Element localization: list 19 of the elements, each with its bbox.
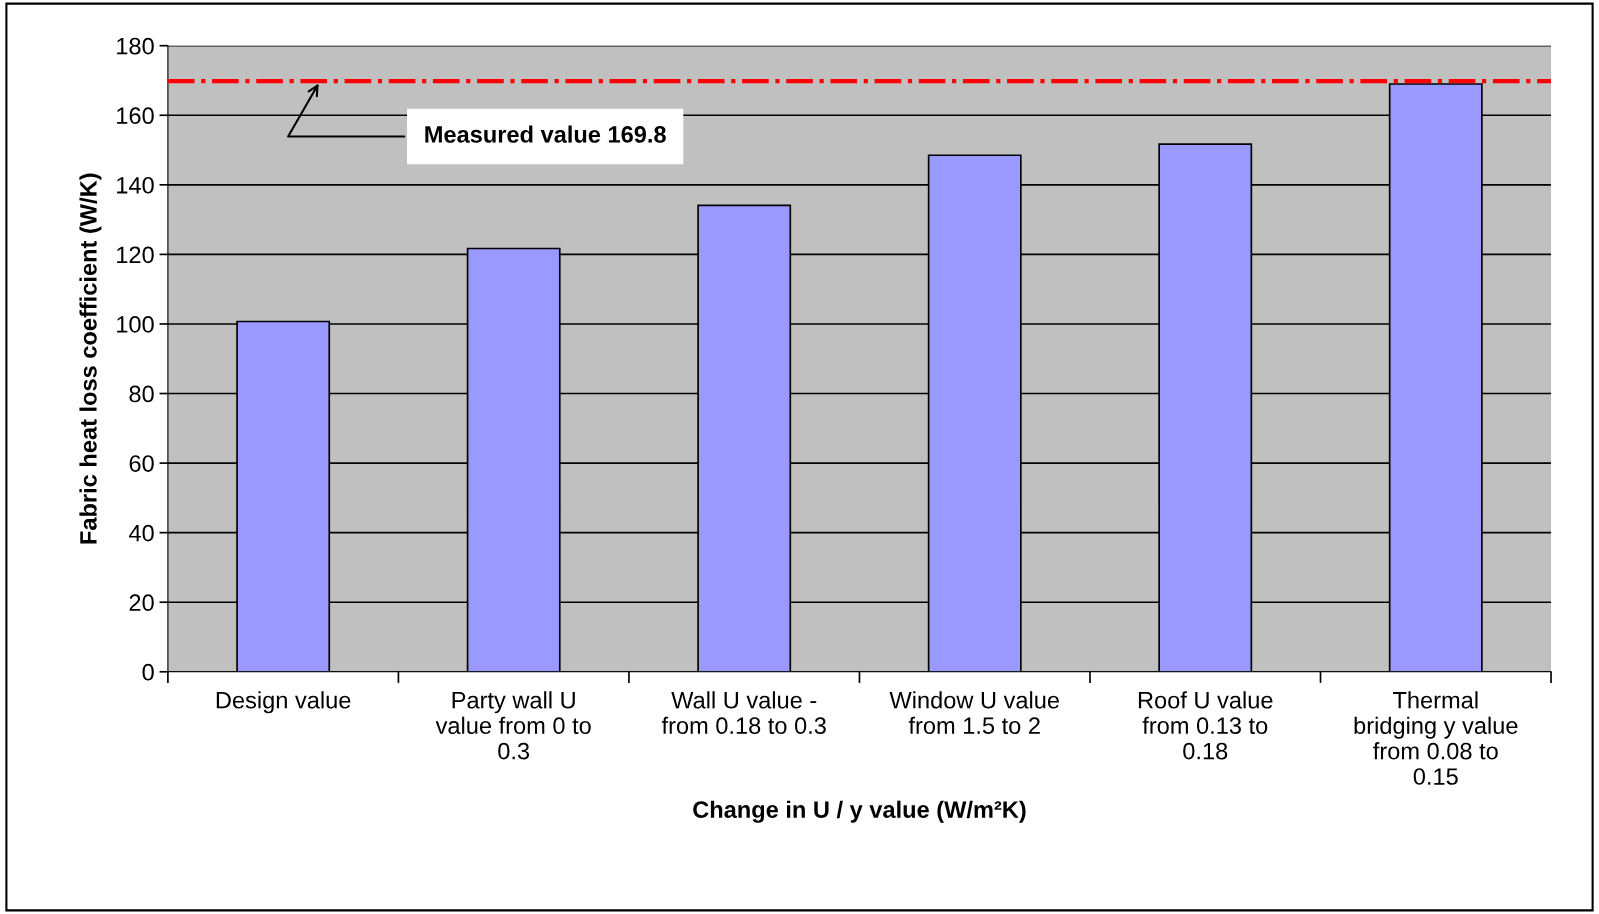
y-tick-label: 160	[117, 107, 154, 125]
y-tick-label: 20	[129, 594, 154, 612]
ref-line-label: Measured value 169.8	[425, 125, 666, 143]
y-tick-label: 100	[117, 316, 154, 333]
y-tick-label: 120	[117, 246, 154, 264]
y-tick-label: 140	[117, 176, 154, 194]
x-tick-label: Wall U value - from 0.18 to 0.3	[661, 691, 826, 735]
x-tick-label: Party wall U value from 0 to 0.3	[435, 691, 591, 760]
y-tick-label: 180	[117, 37, 154, 55]
x-tick-label: Design value	[216, 691, 351, 714]
x-tick-label: Roof U value from 0.13 to 0.18	[1138, 691, 1273, 760]
y-axis-title: Fabric heat loss coefficient (W/K)	[79, 173, 102, 544]
y-tick-label: 40	[128, 524, 154, 542]
x-tick-label: Thermal bridging y value from 0.08 to 0.15	[1354, 691, 1518, 785]
y-tick-label: 60	[129, 455, 154, 472]
y-tick-label: 80	[129, 385, 154, 403]
y-tick-label: 0	[142, 663, 154, 681]
x-tick-label: Window U value from 1.5 to 2	[889, 691, 1059, 735]
x-axis-title: Change in U / y value (W/m²K)	[693, 800, 1026, 823]
